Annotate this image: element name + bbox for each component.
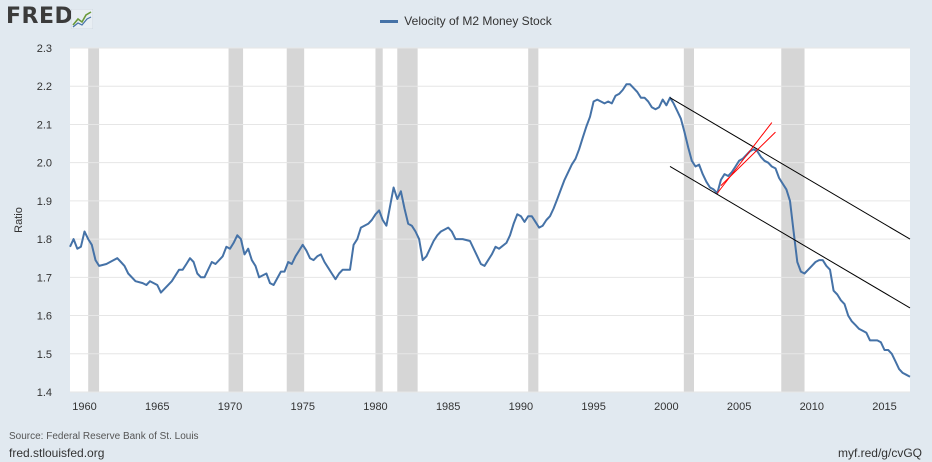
- legend-swatch: [380, 20, 399, 24]
- fred-logo[interactable]: FRED: [6, 4, 73, 29]
- x-tick-label: 1960: [72, 401, 96, 413]
- y-tick-label: 1.4: [37, 387, 52, 399]
- annotation-lines: [669, 97, 911, 309]
- x-tick-label: 1980: [363, 401, 387, 413]
- source-note: Source: Federal Reserve Bank of St. Loui…: [9, 431, 199, 442]
- legend-label: Velocity of M2 Money Stock: [404, 14, 552, 28]
- series-line: [69, 83, 911, 378]
- y-tick-label: 1.8: [37, 234, 52, 246]
- y-axis-ticks: 1.4 1.5 1.6 1.7 1.8 1.9 2.0 2.1 2.2 2.3: [37, 43, 52, 399]
- recession-band: [286, 48, 305, 392]
- y-tick-label: 2.2: [37, 81, 52, 93]
- recession-band: [88, 48, 100, 392]
- y-tick-label: 1.7: [37, 272, 52, 284]
- y-tick-label: 1.6: [37, 311, 52, 323]
- highlight-line: [716, 122, 773, 194]
- y-axis-label: Ratio: [13, 207, 25, 233]
- y-tick-label: 1.9: [37, 196, 52, 208]
- x-tick-label: 1965: [145, 401, 169, 413]
- y-tick-label: 2.1: [37, 119, 52, 131]
- site-link[interactable]: fred.stlouisfed.org: [9, 446, 105, 460]
- series-group: [69, 83, 911, 378]
- y-tick-label: 2.3: [37, 43, 52, 55]
- recession-band: [683, 48, 694, 392]
- x-tick-label: 1990: [509, 401, 533, 413]
- x-tick-label: 1985: [436, 401, 460, 413]
- y-tick-label: 1.5: [37, 349, 52, 361]
- highlight-line: [720, 131, 776, 186]
- recession-band: [375, 48, 383, 392]
- x-axis-ticks: 1960 1965 1970 1975 1980 1985 1990 1995 2000 2005…: [72, 401, 896, 413]
- x-tick-label: 2010: [800, 401, 824, 413]
- plot-area: [70, 48, 910, 392]
- line-chart-icon: [71, 9, 93, 29]
- gridlines: [70, 47, 910, 393]
- x-tick-label: 1970: [218, 401, 242, 413]
- trend-channel-line: [669, 166, 911, 309]
- chart-legend: Velocity of M2 Money Stock: [0, 14, 932, 28]
- x-tick-label: 1995: [581, 401, 605, 413]
- y-tick-label: 2.0: [37, 158, 52, 170]
- recession-band: [228, 48, 244, 392]
- trend-channel-line: [669, 97, 911, 240]
- logo-text: FRED: [6, 4, 74, 29]
- short-link[interactable]: myf.red/g/cvGQ: [837, 446, 922, 460]
- x-tick-label: 2015: [872, 401, 896, 413]
- x-tick-label: 2005: [727, 401, 751, 413]
- x-tick-label: 2000: [654, 401, 678, 413]
- x-tick-label: 1975: [290, 401, 314, 413]
